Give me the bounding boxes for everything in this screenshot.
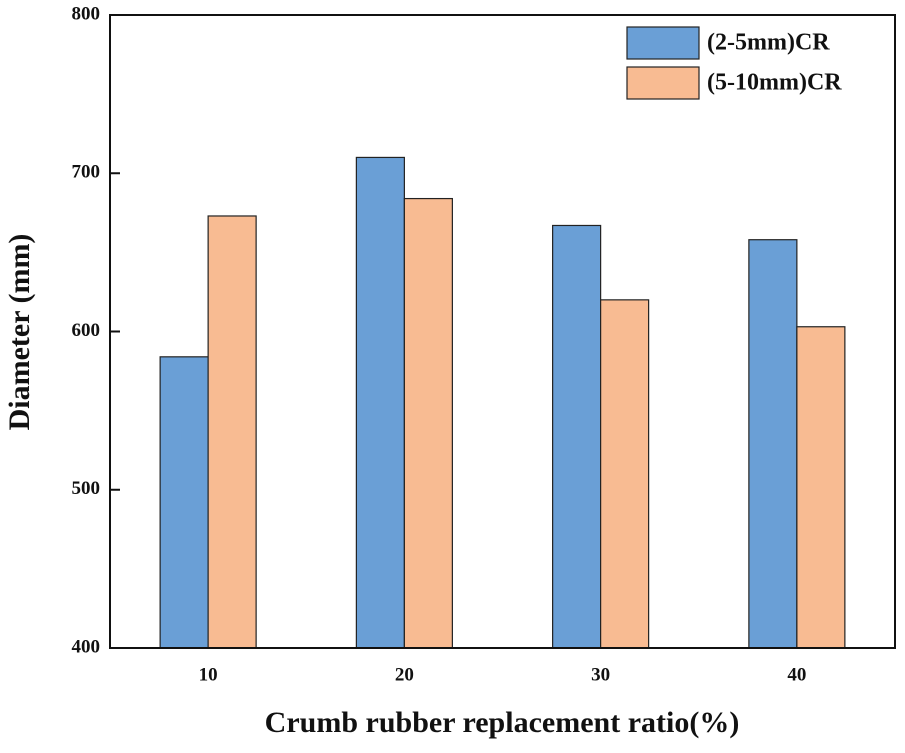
plot-frame	[109, 14, 896, 649]
legend-swatch	[626, 26, 700, 60]
y-tick-label: 500	[72, 478, 101, 499]
bar	[355, 156, 405, 649]
y-tick-label: 600	[72, 320, 101, 341]
bar	[207, 215, 257, 649]
bar	[796, 326, 846, 649]
y-tick-label: 700	[72, 162, 101, 183]
legend-swatch	[626, 66, 700, 100]
y-tick-label: 400	[72, 636, 101, 657]
bar	[403, 197, 453, 649]
x-tick-label: 30	[591, 664, 610, 685]
y-axis-title: Diameter (mm)	[3, 234, 36, 431]
x-tick-label: 10	[199, 664, 218, 685]
legend-label: (5-10mm)CR	[707, 70, 842, 96]
x-tick-label: 40	[787, 664, 806, 685]
y-tick-label: 800	[72, 3, 101, 24]
bar	[600, 299, 650, 649]
bar	[748, 239, 798, 649]
bar	[159, 356, 209, 649]
x-tick-label: 20	[395, 664, 414, 685]
legend-label: (2-5mm)CR	[707, 30, 830, 56]
x-axis-title: Crumb rubber replacement ratio(%)	[265, 706, 740, 739]
bar	[552, 224, 602, 649]
